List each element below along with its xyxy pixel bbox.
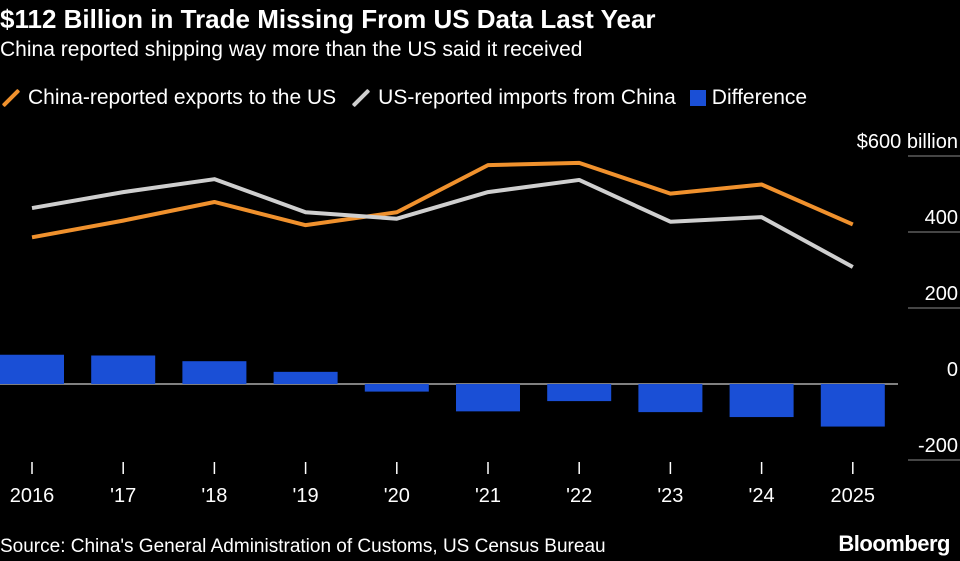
legend-item-us-imports: US-reported imports from China [350, 86, 676, 110]
bar-difference-8 [729, 384, 794, 418]
line-china-exports [31, 160, 854, 240]
x-tick-label-5: '21 [475, 485, 501, 507]
x-tick-label-1: '17 [110, 485, 136, 507]
bar-difference-7 [638, 384, 703, 413]
bar-difference-5 [456, 384, 520, 412]
chart-title: $112 Billion in Trade Missing From US Da… [0, 4, 656, 34]
y-tick-label-200: 200 [925, 283, 958, 305]
x-tick-label-7: '23 [657, 485, 683, 507]
bar-difference-3 [273, 371, 338, 384]
x-tick-label-8: '24 [749, 485, 775, 507]
x-tick-label-3: '19 [293, 485, 319, 507]
legend-label-china-exports: China-reported exports to the US [28, 86, 337, 109]
legend: China-reported exports to the US US-repo… [0, 84, 821, 112]
legend-label-us-imports: US-reported imports from China [378, 86, 676, 109]
x-tick-label-0: 2016 [10, 485, 55, 507]
source-note: Source: China's General Administration o… [0, 536, 606, 557]
line-us-imports [31, 177, 854, 269]
chart-subtitle: China reported shipping way more than th… [0, 38, 583, 61]
y-tick-label--200: -200 [918, 435, 958, 457]
bar-difference-9 [820, 384, 885, 427]
legend-swatch-difference [689, 90, 706, 106]
y-tick-label-0: 0 [947, 359, 958, 381]
legend-item-difference: Difference [689, 86, 808, 110]
bar-difference-4 [364, 384, 429, 392]
bar-difference-6 [547, 384, 612, 402]
y-tick-label-600: $600 billion [857, 131, 958, 153]
legend-label-difference: Difference [711, 86, 808, 109]
x-tick-label-4: '20 [384, 485, 410, 507]
bar-difference-0 [0, 354, 64, 384]
y-tick-label-400: 400 [925, 207, 958, 229]
bloomberg-logo: Bloomberg [838, 531, 950, 556]
bar-difference-2 [182, 361, 247, 384]
legend-item-china-exports: China-reported exports to the US [0, 86, 336, 110]
x-tick-label-9: 2025 [831, 485, 876, 507]
bar-difference-1 [91, 355, 156, 384]
x-tick-label-6: '22 [566, 485, 592, 507]
x-tick-label-2: '18 [201, 485, 227, 507]
